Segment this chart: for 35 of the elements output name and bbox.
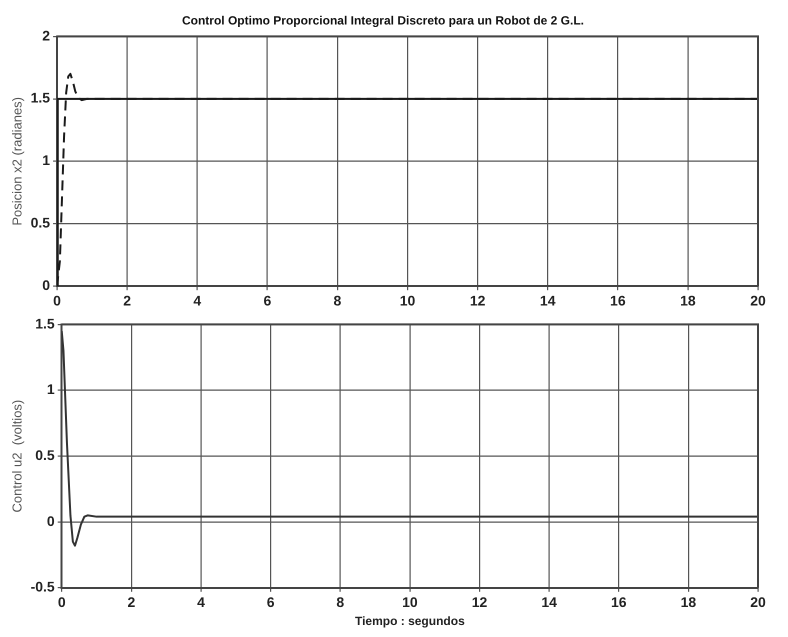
x-tick-label: 8 (334, 292, 342, 308)
x-tick-label: 10 (400, 292, 416, 308)
x-tick-label: 12 (470, 292, 486, 308)
x-tick-label: 6 (266, 594, 275, 610)
x-tick-label: 20 (750, 594, 766, 610)
x-tick-label: 6 (263, 292, 272, 308)
x-tick-label: 20 (750, 292, 766, 308)
x-tick-label: 4 (197, 594, 206, 610)
x-tick-label: 18 (680, 292, 696, 308)
y-tick-label: 1.5 (30, 90, 50, 106)
y-axis-title: Posicion x2 (radianes) (9, 96, 24, 226)
x-tick-label: 16 (610, 292, 626, 308)
x-tick-label: 14 (540, 292, 556, 308)
y-tick-label: 1 (46, 381, 55, 398)
chart-title: Control Optimo Proporcional Integral Discreto para un Robot de 2 G.L. (182, 14, 584, 28)
x-tick-label: 16 (610, 594, 627, 610)
x-tick-label: 10 (402, 594, 418, 610)
y-tick-label: 0.5 (35, 446, 55, 463)
x-tick-label: 14 (541, 594, 558, 610)
x-tick-label: 4 (193, 292, 202, 308)
y-tick-label: 1.5 (35, 315, 55, 332)
x-tick-label: 2 (127, 594, 136, 610)
x-tick-label: 8 (336, 594, 344, 610)
y-tick-label: 0 (46, 512, 55, 529)
x-tick-label: 12 (472, 594, 488, 610)
y-tick-label: 2 (42, 27, 50, 44)
y-tick-label: 0.5 (30, 214, 50, 231)
y-axis-title: Control u2 (voltios) (9, 400, 24, 512)
y-tick-label: -0.5 (30, 578, 55, 595)
x-tick-label: 18 (680, 594, 696, 610)
x-tick-label: 0 (58, 594, 66, 610)
y-tick-label: 1 (42, 152, 50, 168)
y-tick-label: 0 (42, 277, 50, 294)
x-tick-label: 2 (123, 292, 132, 308)
x-axis-title: Tiempo : segundos (354, 614, 466, 628)
